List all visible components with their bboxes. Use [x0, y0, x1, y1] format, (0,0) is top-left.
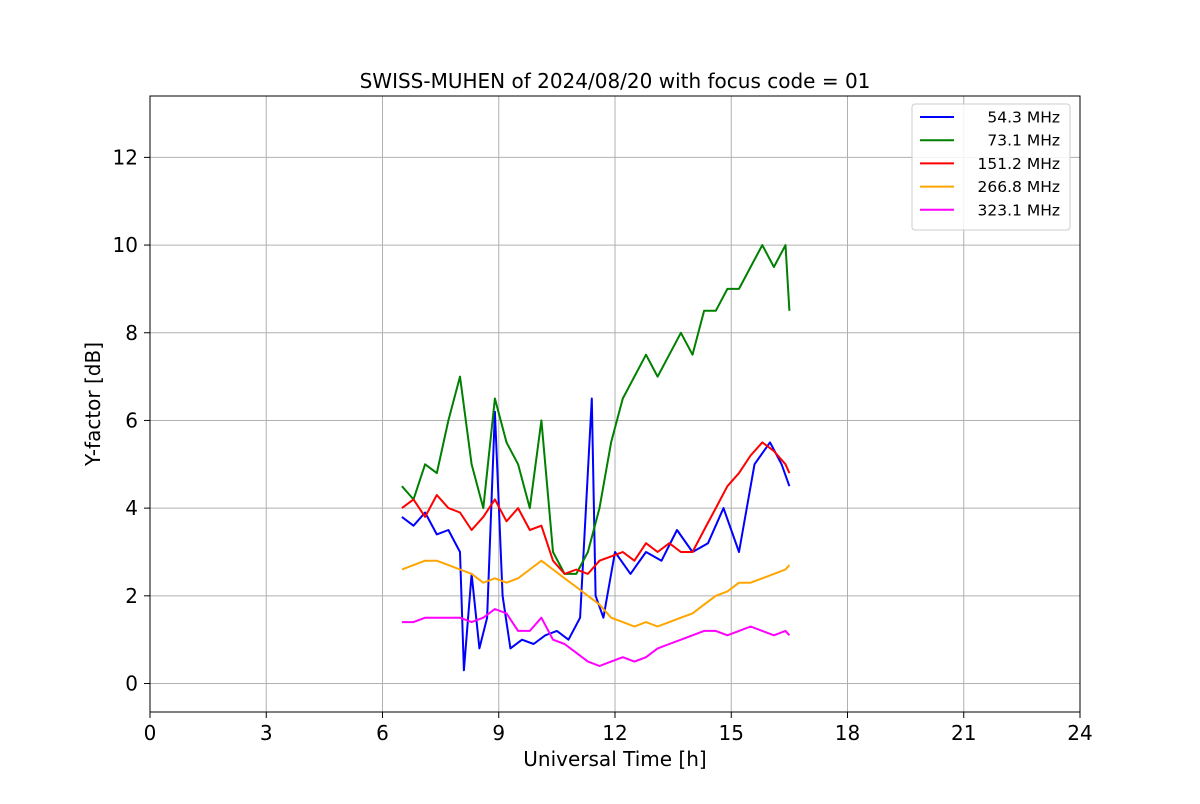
y-tick-label: 12 — [113, 145, 138, 169]
legend-box — [911, 103, 1071, 231]
chart-title: SWISS-MUHEN of 2024/08/20 with focus cod… — [360, 69, 871, 93]
legend-label: 54.3 MHz — [987, 109, 1060, 127]
legend: 54.3 MHz 73.1 MHz 151.2 MHz 266.8 MHz 323.1 … — [911, 103, 1071, 231]
x-tick-label: 6 — [376, 721, 389, 745]
y-tick-label: 8 — [125, 321, 138, 345]
legend-label: 151.2 MHz — [978, 155, 1060, 173]
x-tick-label: 9 — [492, 721, 505, 745]
series-line-323-1-mhz — [401, 608, 791, 667]
y-axis-label: Y-factor [dB] — [81, 342, 105, 467]
x-tick-label: 12 — [602, 721, 627, 745]
series-line-266-8-mhz — [401, 559, 791, 628]
y-tick-label: 2 — [125, 584, 138, 608]
legend-label: 266.8 MHz — [978, 178, 1060, 196]
series-layer — [401, 244, 791, 672]
series-line-151-2-mhz — [401, 441, 791, 575]
y-tick-label: 6 — [125, 408, 138, 432]
x-tick-label: 15 — [719, 721, 744, 745]
legend-label: 73.1 MHz — [987, 132, 1060, 150]
y-tick-label: 0 — [125, 672, 138, 696]
x-tick-label: 18 — [835, 721, 860, 745]
x-tick-label: 0 — [144, 721, 157, 745]
series-line-54-3-mhz — [401, 397, 791, 672]
series-line-73-1-mhz — [401, 244, 791, 575]
x-tick-label: 3 — [260, 721, 273, 745]
legend-label: 323.1 MHz — [978, 201, 1060, 219]
y-tick-label: 10 — [113, 233, 138, 257]
y-tick-label: 4 — [125, 496, 138, 520]
x-tick-label: 21 — [951, 721, 976, 745]
x-tick-label: 24 — [1067, 721, 1092, 745]
x-axis-label: Universal Time [h] — [523, 747, 706, 771]
